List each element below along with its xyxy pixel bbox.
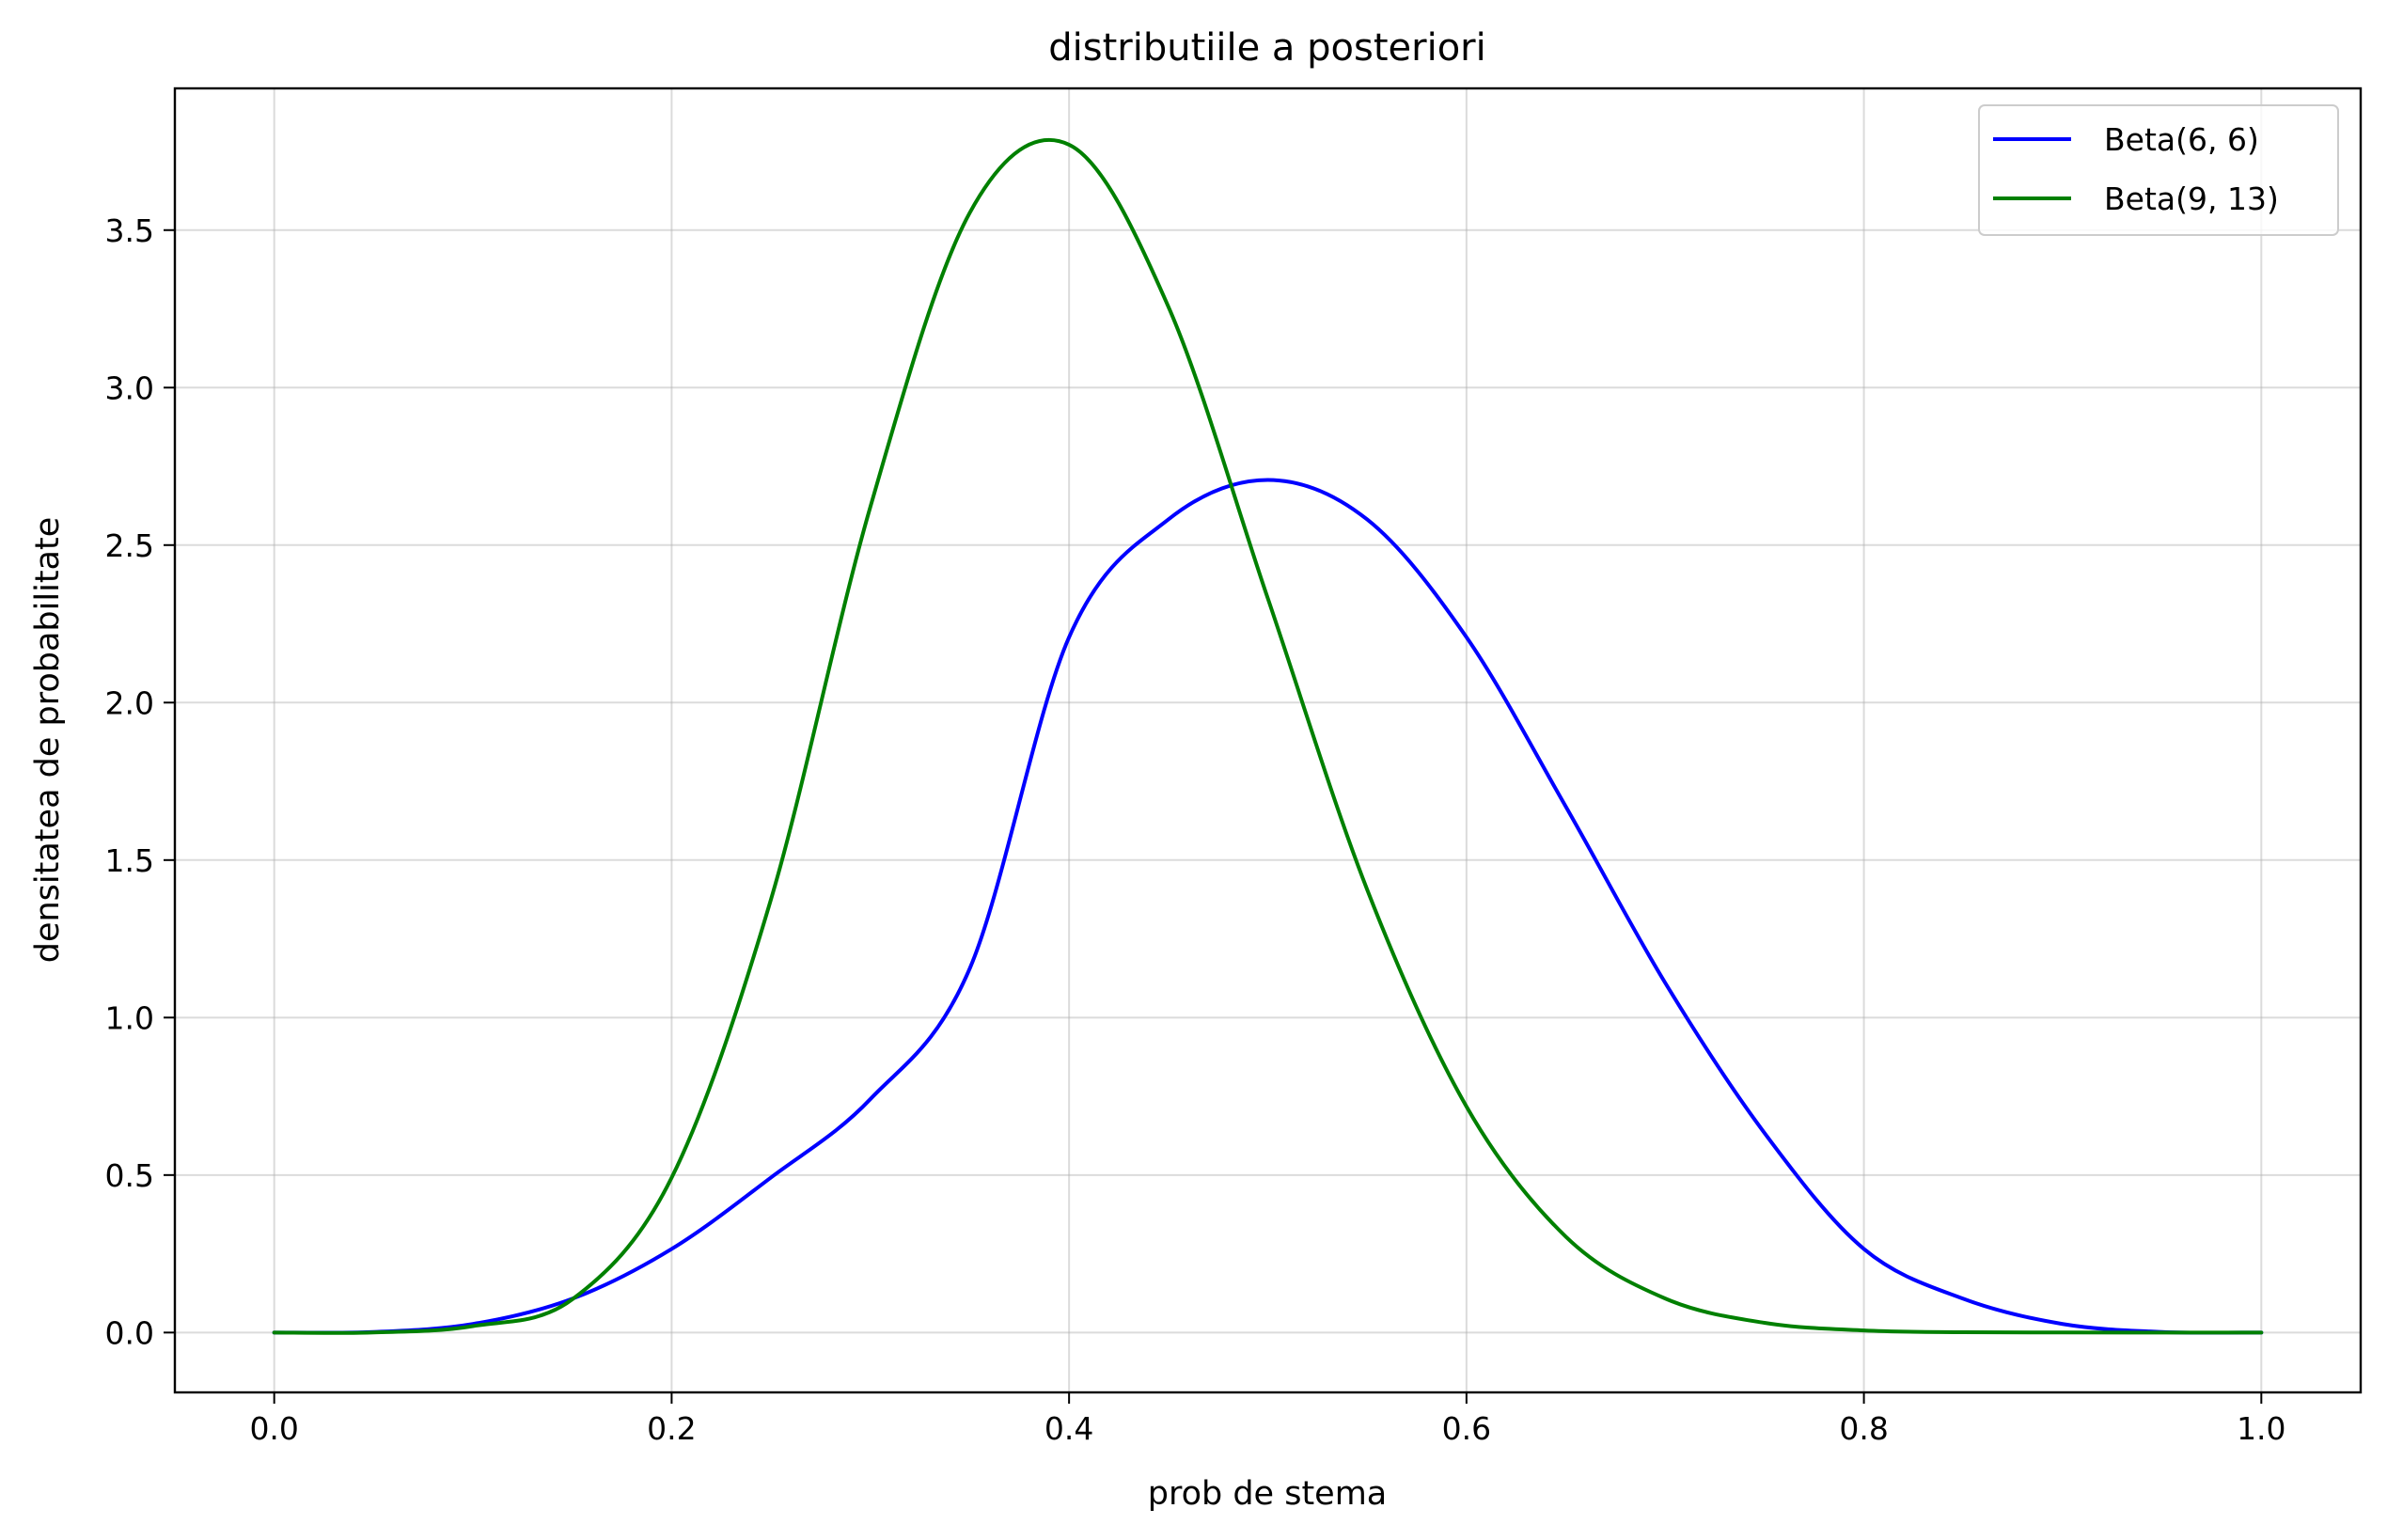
series-layer [272,137,2264,1335]
legend-label-beta-6-6: Beta(6, 6) [2104,121,2259,158]
y-tick-label: 2.5 [105,527,154,564]
x-tick-label: 0.4 [1044,1410,1093,1447]
plot-area [175,88,2361,1392]
y-axis: 0.0 0.5 1.0 1.5 2.0 2.5 3.0 3.5 [105,212,175,1351]
legend: Beta(6, 6) Beta(9, 13) [1978,104,2339,236]
chart-title: distributiile a posteriori [1048,26,1486,70]
y-tick-label: 3.5 [105,212,154,249]
x-axis: 0.0 0.2 0.4 0.6 0.8 1.0 [249,1392,2286,1447]
series-line-beta-6-6 [272,478,2264,1335]
grid-lines [175,88,2361,1392]
legend-label-beta-9-13: Beta(9, 13) [2104,181,2279,217]
series-line-beta-9-13 [272,137,2264,1335]
y-tick-label: 1.0 [105,999,154,1036]
y-tick-label: 3.0 [105,369,154,406]
plot-frame [173,86,2363,1394]
x-tick-label: 1.0 [2237,1410,2285,1447]
x-tick-label: 0.0 [249,1410,298,1447]
x-axis-label: prob de stema [1148,1475,1388,1513]
y-axis-label: densitatea de probabilitate [29,517,67,964]
y-tick-label: 1.5 [105,842,154,879]
x-tick-label: 0.8 [1839,1410,1888,1447]
x-tick-label: 0.2 [647,1410,696,1447]
y-tick-label: 0.5 [105,1157,154,1194]
y-tick-label: 2.0 [105,684,154,721]
y-tick-label: 0.0 [105,1314,154,1351]
x-tick-label: 0.6 [1442,1410,1491,1447]
